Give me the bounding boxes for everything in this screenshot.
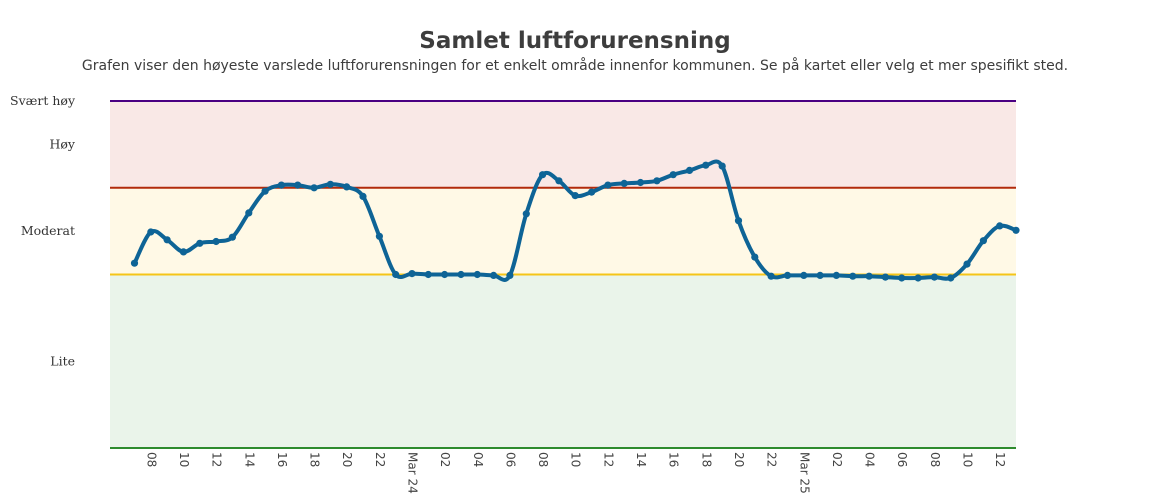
- data-point[interactable]: [832, 271, 841, 279]
- data-point[interactable]: [179, 248, 188, 256]
- x-axis: 08 10 12 14 16 18 20 22 Mar 24 02 04 06 08 10 12 14 16 18…: [144, 452, 1007, 494]
- data-point[interactable]: [196, 239, 204, 247]
- data-point[interactable]: [473, 270, 481, 279]
- data-point[interactable]: [947, 274, 955, 282]
- data-point[interactable]: [865, 272, 873, 280]
- data-point[interactable]: [408, 270, 416, 278]
- data-point[interactable]: [979, 237, 988, 245]
- data-point[interactable]: [588, 188, 596, 196]
- data-point[interactable]: [163, 236, 171, 244]
- data-point[interactable]: [881, 273, 890, 281]
- data-point[interactable]: [130, 259, 139, 267]
- x-tick-label: 16: [667, 452, 681, 467]
- band-label: Lite: [50, 353, 75, 368]
- data-point[interactable]: [996, 222, 1004, 230]
- data-point[interactable]: [702, 161, 710, 169]
- pollution-series: [130, 159, 1020, 282]
- data-point[interactable]: [424, 270, 432, 279]
- data-point[interactable]: [539, 171, 547, 179]
- x-tick-label: 20: [732, 452, 746, 467]
- data-point[interactable]: [751, 253, 759, 261]
- data-point[interactable]: [506, 271, 514, 279]
- band-0-area: [110, 274, 1016, 448]
- x-tick-label: 04: [471, 452, 485, 467]
- x-tick-label: 10: [961, 452, 975, 467]
- data-point[interactable]: [734, 217, 743, 225]
- data-point[interactable]: [653, 177, 661, 185]
- data-point[interactable]: [816, 271, 824, 279]
- band-label: Moderat: [21, 223, 75, 238]
- x-tick-label: 18: [308, 452, 322, 467]
- data-point[interactable]: [914, 274, 922, 282]
- data-point[interactable]: [294, 181, 302, 189]
- x-tick-label: Mar 24: [406, 452, 420, 494]
- data-point[interactable]: [1012, 226, 1020, 234]
- data-point[interactable]: [898, 274, 906, 282]
- data-point[interactable]: [669, 171, 677, 179]
- data-point[interactable]: [767, 272, 775, 280]
- data-point[interactable]: [620, 179, 628, 187]
- data-point[interactable]: [359, 192, 367, 200]
- data-point[interactable]: [800, 271, 808, 279]
- x-tick-label: 04: [863, 452, 877, 467]
- data-point[interactable]: [392, 270, 400, 279]
- data-point[interactable]: [783, 271, 792, 279]
- x-tick-label: 10: [177, 452, 191, 467]
- x-tick-label: 22: [373, 452, 387, 467]
- band-label: Svært høy: [10, 93, 76, 108]
- data-point[interactable]: [849, 272, 857, 280]
- x-tick-label: 18: [699, 452, 713, 467]
- data-point[interactable]: [555, 177, 563, 185]
- data-point[interactable]: [457, 270, 465, 279]
- x-tick-label: 06: [503, 452, 517, 467]
- chart-title: Samlet luftforurensning: [419, 28, 731, 54]
- x-tick-label: 12: [210, 452, 224, 467]
- x-tick-label: 06: [895, 452, 909, 467]
- x-tick-label: 12: [601, 452, 615, 467]
- x-tick-label: 10: [569, 452, 583, 467]
- data-point[interactable]: [228, 233, 236, 241]
- severity-bands: [110, 100, 1016, 449]
- data-point[interactable]: [963, 260, 971, 268]
- data-point[interactable]: [718, 162, 726, 170]
- data-point[interactable]: [636, 178, 645, 187]
- data-point[interactable]: [310, 184, 318, 192]
- x-tick-label: 16: [275, 452, 289, 467]
- data-point[interactable]: [930, 273, 939, 281]
- x-tick-label: 02: [438, 452, 452, 467]
- band-2-area: [110, 101, 1016, 188]
- band-1-area: [110, 187, 1016, 275]
- x-tick-label: 14: [634, 452, 648, 467]
- x-tick-label: 14: [242, 452, 256, 467]
- x-tick-label: Mar 25: [797, 452, 811, 494]
- data-point[interactable]: [212, 237, 220, 246]
- data-point[interactable]: [375, 232, 383, 240]
- data-point[interactable]: [326, 180, 334, 188]
- data-point[interactable]: [343, 183, 351, 191]
- data-point[interactable]: [277, 181, 285, 189]
- data-point[interactable]: [571, 192, 579, 200]
- x-tick-label: 12: [993, 452, 1007, 467]
- data-point[interactable]: [261, 187, 269, 195]
- data-point[interactable]: [441, 270, 449, 279]
- band-label: Høy: [50, 136, 76, 151]
- data-point[interactable]: [685, 166, 694, 174]
- data-point[interactable]: [604, 181, 612, 189]
- x-tick-label: 08: [144, 452, 158, 467]
- data-point[interactable]: [147, 228, 155, 236]
- data-point[interactable]: [522, 210, 530, 218]
- x-tick-label: 22: [765, 452, 779, 467]
- data-point[interactable]: [490, 271, 498, 279]
- x-tick-label: 08: [536, 452, 550, 467]
- chart-subtitle: Grafen viser den høyeste varslede luftfo…: [81, 58, 1069, 74]
- severity-band-labels: Lite Moderat Høy Svært høy: [10, 93, 76, 368]
- x-tick-label: 20: [340, 452, 354, 467]
- data-point[interactable]: [245, 209, 253, 217]
- x-tick-label: 02: [830, 452, 844, 467]
- x-tick-label: 08: [928, 452, 942, 467]
